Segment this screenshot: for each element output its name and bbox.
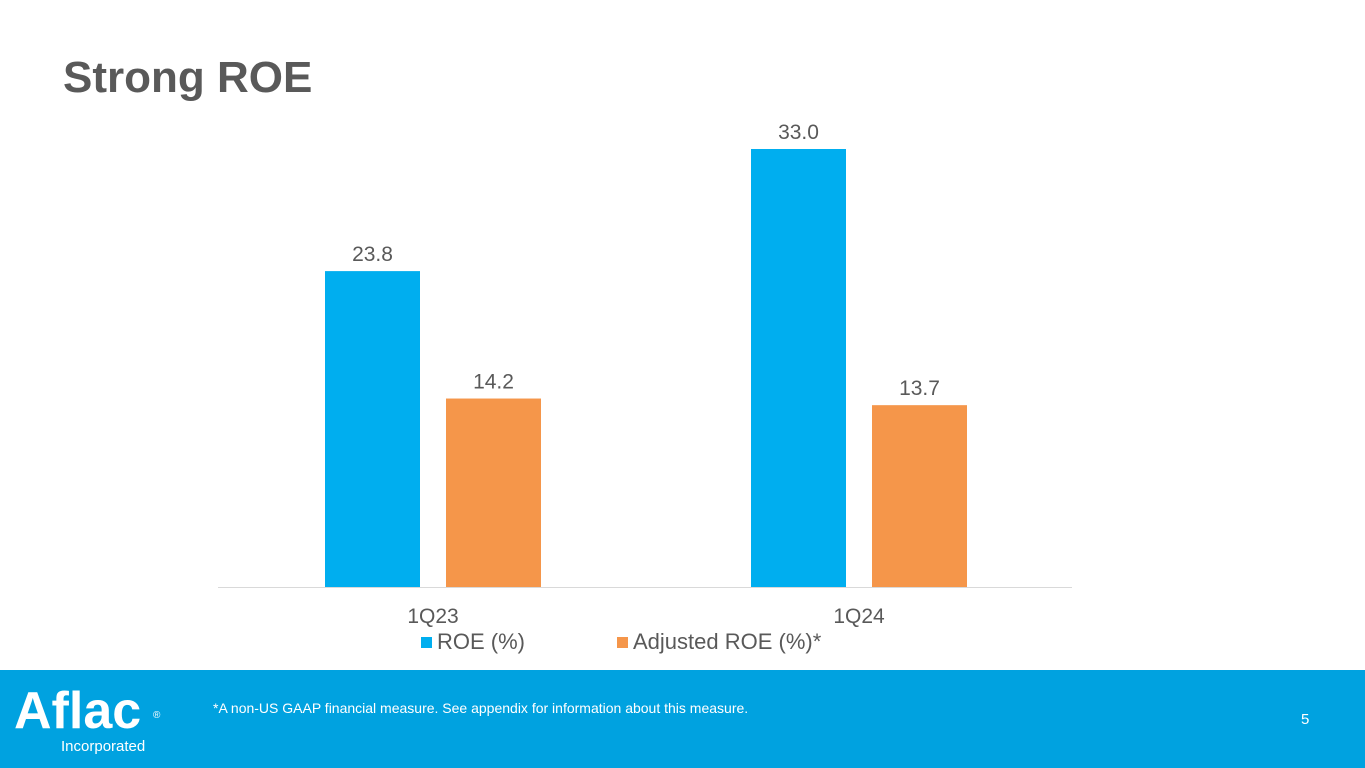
logo-subtitle: Incorporated (61, 738, 145, 755)
bar-adjusted-roe-1q24 (872, 405, 967, 587)
chart-bars (325, 149, 967, 587)
bar-roe-1q24 (751, 149, 846, 587)
data-label-roe-1q24: 33.0 (778, 121, 819, 144)
page-number: 5 (1301, 711, 1310, 728)
data-label-roe-1q23: 23.8 (352, 243, 393, 266)
footer-bar (0, 670, 1365, 768)
category-label-1q23: 1Q23 (407, 605, 458, 628)
data-label-adjusted-roe-1q24: 13.7 (899, 377, 940, 400)
bar-chart: 23.8 14.2 1Q23 33.0 13.7 1Q24 (218, 121, 1072, 628)
legend-label-roe: ROE (%) (437, 629, 525, 654)
chart-labels: 23.8 14.2 1Q23 33.0 13.7 1Q24 (352, 121, 940, 628)
category-label-1q24: 1Q24 (833, 605, 885, 628)
legend-swatch-roe (421, 636, 432, 648)
logo-wordmark: Aflac (14, 682, 141, 740)
bar-roe-1q23 (325, 271, 420, 587)
data-label-adjusted-roe-1q23: 14.2 (473, 371, 514, 394)
legend-swatch-adjusted-roe (617, 636, 628, 648)
footnote: *A non-US GAAP financial measure. See ap… (213, 700, 749, 716)
page-title: Strong ROE (63, 53, 313, 102)
legend-item-roe: ROE (%) (421, 629, 525, 655)
aflac-logo: Aflac ® Incorporated (14, 682, 161, 755)
chart-legend: ROE (%) Adjusted ROE (%)* (421, 629, 913, 655)
bar-adjusted-roe-1q23 (446, 398, 541, 587)
logo-registered-mark: ® (153, 710, 161, 721)
legend-label-adjusted-roe: Adjusted ROE (%)* (633, 629, 822, 654)
legend-item-adjusted-roe: Adjusted ROE (%)* (617, 629, 821, 655)
